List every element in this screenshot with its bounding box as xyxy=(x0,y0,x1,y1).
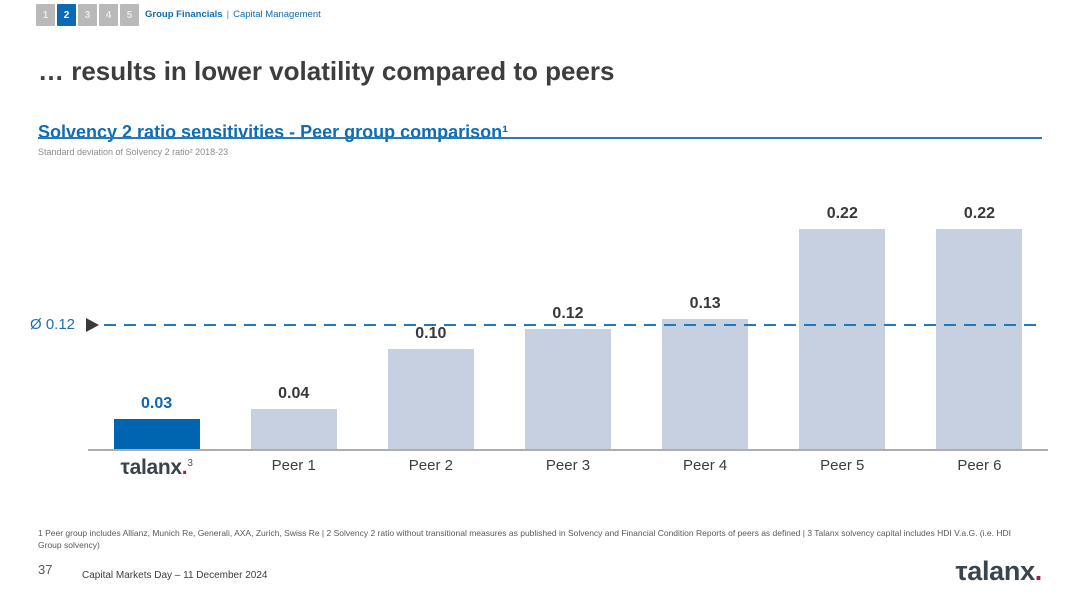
x-axis-line xyxy=(88,449,1048,451)
category-label-peer-4: Peer 4 xyxy=(683,457,728,474)
bar-value-label-peer-3: 0.12 xyxy=(552,305,584,322)
bar-value-label-peer-6: 0.22 xyxy=(963,205,995,222)
bar-value-label-peer-5: 0.22 xyxy=(826,205,858,222)
bar-slot-peer-3: 0.12 xyxy=(499,305,636,449)
nav-step-1[interactable]: 1 xyxy=(36,4,55,26)
bar-peer-3 xyxy=(524,329,611,449)
category-label-peer-2: Peer 2 xyxy=(408,457,453,474)
bar-value-label-peer-1: 0.04 xyxy=(278,385,310,402)
chart-subcaption: Standard deviation of Solvency 2 ratio² … xyxy=(38,147,229,157)
category-label-peer-5: Peer 5 xyxy=(820,457,865,474)
bar-peer-1 xyxy=(250,409,337,449)
breadcrumb-section: Group Financials xyxy=(145,9,223,20)
category-label-peer-6: Peer 6 xyxy=(957,457,1002,474)
bar-peer-4 xyxy=(662,319,749,449)
chart-bars: 0.03 0.04 0.10 0.12 0.13 0.22 0.22 xyxy=(88,190,1048,449)
slide-title: … results in lower volatility compared t… xyxy=(38,56,615,87)
bar-slot-peer-6: 0.22 xyxy=(911,205,1048,449)
chart-category-labels: τalanx.3 Peer 1 Peer 2 Peer 3 Peer 4 Peer 5 Pe… xyxy=(88,457,1048,478)
page-number: 37 xyxy=(38,562,53,577)
bar-slot-peer-2: 0.10 xyxy=(362,325,499,449)
category-label-peer-3: Peer 3 xyxy=(545,457,591,474)
bar-slot-peer-5: 0.22 xyxy=(774,205,911,449)
average-marker-triangle-icon xyxy=(86,318,99,332)
bar-chart: 0.03 0.04 0.10 0.12 0.13 0.22 0.22 τalanx.3 Pee… xyxy=(88,190,1048,478)
logo-dot: . xyxy=(1034,556,1043,586)
bar-slot-peer-1: 0.04 xyxy=(225,385,362,449)
logo-text: τalanx xyxy=(955,556,1036,586)
bar-value-label-peer-2: 0.10 xyxy=(415,325,447,342)
bar-value-label-peer-4: 0.13 xyxy=(689,295,721,312)
talanx-logo: τalanx. xyxy=(956,556,1043,587)
bar-slot-talanx: 0.03 xyxy=(88,395,225,449)
nav-step-4[interactable]: 4 xyxy=(99,4,118,26)
bar-talanx xyxy=(113,419,200,449)
breadcrumb-subsection: Capital Management xyxy=(233,9,321,20)
bar-peer-6 xyxy=(936,229,1023,449)
bar-peer-5 xyxy=(799,229,886,449)
heading-rule xyxy=(38,137,1042,139)
breadcrumb-separator: | xyxy=(226,9,230,20)
average-dashed-line xyxy=(104,324,1040,326)
category-label-talanx: τalanx.3 xyxy=(88,457,225,478)
footer-event-label: Capital Markets Day – 11 December 2024 xyxy=(82,570,268,581)
nav-step-3[interactable]: 3 xyxy=(78,4,97,26)
talanx-axis-logo: τalanx.3 xyxy=(120,456,193,479)
nav-step-5[interactable]: 5 xyxy=(120,4,139,26)
breadcrumb: Group Financials | Capital Management xyxy=(145,9,321,20)
nav-step-2[interactable]: 2 xyxy=(57,4,76,26)
chart-heading: Solvency 2 ratio sensitivities - Peer gr… xyxy=(38,121,509,142)
bar-peer-2 xyxy=(387,349,474,449)
bar-slot-peer-4: 0.13 xyxy=(637,295,774,449)
category-label-peer-1: Peer 1 xyxy=(271,457,316,474)
bar-value-label-talanx: 0.03 xyxy=(141,395,173,412)
average-line-label: Ø 0.12 xyxy=(30,316,76,333)
footnote: 1 Peer group includes Allianz, Munich Re… xyxy=(38,528,1011,551)
